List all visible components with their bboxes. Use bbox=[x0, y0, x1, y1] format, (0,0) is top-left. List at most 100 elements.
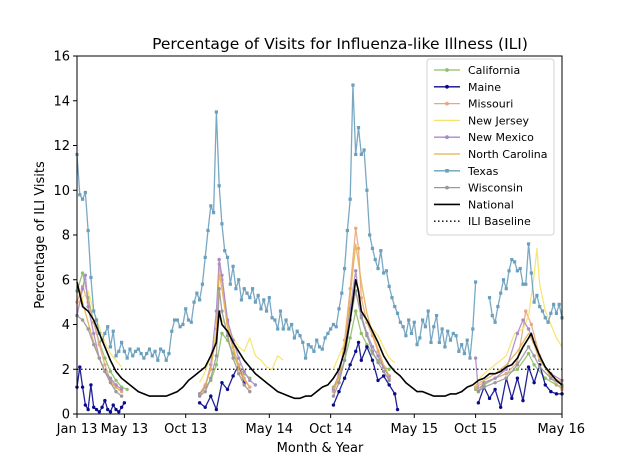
point-wisconsin bbox=[248, 389, 252, 394]
legend-label-maine: Maine bbox=[468, 81, 501, 94]
point-texas bbox=[504, 287, 508, 291]
x-tick-label: Oct 13 bbox=[164, 422, 207, 437]
point-new-mexico bbox=[526, 327, 531, 331]
point-texas bbox=[267, 296, 271, 300]
point-wisconsin bbox=[359, 316, 364, 320]
point-maine bbox=[356, 340, 361, 345]
point-texas bbox=[320, 347, 324, 351]
point-maine bbox=[117, 410, 121, 414]
point-texas bbox=[348, 197, 352, 201]
point-texas bbox=[443, 345, 447, 349]
point-maine bbox=[348, 363, 352, 367]
point-texas bbox=[535, 293, 539, 298]
point-texas bbox=[437, 340, 441, 344]
point-texas bbox=[510, 258, 514, 262]
axes: 0 2 4 6 8 10 12 14 16 Jan 13 May 13 Oct 13 May 14 Oct… bbox=[53, 50, 585, 438]
point-texas bbox=[446, 329, 450, 333]
point-texas bbox=[496, 305, 500, 309]
point-texas bbox=[287, 327, 291, 331]
point-texas bbox=[398, 320, 402, 324]
y-tick-label: 6 bbox=[62, 273, 70, 288]
point-new-mexico bbox=[248, 378, 252, 383]
point-wisconsin bbox=[549, 376, 553, 380]
point-wisconsin bbox=[209, 376, 213, 380]
point-texas bbox=[345, 228, 349, 233]
point-maine bbox=[476, 401, 481, 405]
point-texas bbox=[362, 148, 366, 152]
point-wisconsin bbox=[526, 345, 531, 349]
point-texas bbox=[390, 296, 394, 300]
point-new-mexico bbox=[515, 331, 520, 336]
point-texas bbox=[460, 343, 464, 347]
point-texas bbox=[387, 284, 391, 289]
point-texas bbox=[195, 291, 199, 295]
point-texas bbox=[181, 322, 185, 327]
point-texas bbox=[526, 242, 531, 246]
point-texas bbox=[145, 351, 149, 356]
point-texas bbox=[401, 325, 405, 329]
point-maine bbox=[100, 405, 104, 409]
point-new-mexico bbox=[220, 273, 224, 277]
point-wisconsin bbox=[119, 394, 124, 398]
point-maine bbox=[376, 378, 380, 383]
series-layer bbox=[75, 83, 564, 414]
point-texas bbox=[501, 278, 506, 282]
point-wisconsin bbox=[97, 356, 101, 360]
point-texas bbox=[153, 349, 157, 353]
point-texas bbox=[270, 316, 274, 320]
point-maine bbox=[493, 387, 497, 392]
point-california bbox=[348, 336, 352, 340]
point-texas bbox=[298, 334, 302, 338]
point-new-mexico bbox=[354, 269, 358, 273]
point-texas bbox=[295, 329, 299, 333]
point-texas bbox=[242, 287, 246, 291]
point-texas bbox=[108, 345, 113, 349]
point-maine bbox=[203, 405, 207, 409]
point-texas bbox=[465, 338, 469, 342]
point-texas bbox=[139, 351, 143, 356]
point-texas bbox=[150, 354, 154, 358]
legend-label-california: California bbox=[468, 64, 520, 77]
point-new-mexico bbox=[217, 257, 221, 262]
y-tick-label: 16 bbox=[53, 50, 70, 65]
series-line-new-mexico bbox=[76, 274, 123, 390]
point-maine bbox=[554, 392, 559, 396]
point-texas bbox=[284, 318, 288, 322]
point-new-mexico bbox=[236, 356, 241, 360]
point-maine bbox=[359, 358, 364, 362]
point-texas bbox=[119, 340, 124, 344]
point-texas bbox=[429, 340, 433, 344]
point-texas bbox=[122, 349, 126, 353]
point-texas bbox=[78, 193, 82, 197]
series-maine bbox=[75, 340, 564, 414]
point-maine bbox=[80, 385, 85, 389]
x-tick-label: May 13 bbox=[101, 422, 149, 437]
point-texas bbox=[409, 331, 414, 336]
point-texas bbox=[440, 327, 444, 331]
point-new-mexico bbox=[521, 318, 525, 322]
point-maine bbox=[549, 389, 553, 394]
point-texas bbox=[83, 190, 87, 195]
point-texas bbox=[532, 300, 536, 304]
point-maine bbox=[395, 407, 400, 412]
point-new-mexico bbox=[80, 287, 85, 291]
y-tick-label: 8 bbox=[62, 229, 70, 244]
y-tick-label: 10 bbox=[53, 184, 70, 199]
x-tick-label: May 14 bbox=[246, 422, 294, 437]
point-texas bbox=[370, 246, 375, 251]
point-new-mexico bbox=[493, 376, 497, 380]
point-texas bbox=[379, 249, 383, 253]
point-maine bbox=[122, 401, 127, 405]
point-texas bbox=[133, 349, 138, 353]
point-texas bbox=[156, 358, 160, 362]
point-texas bbox=[128, 347, 132, 351]
point-texas bbox=[356, 126, 361, 130]
point-maine bbox=[89, 383, 93, 387]
point-texas bbox=[382, 271, 386, 275]
point-wisconsin bbox=[331, 394, 336, 398]
point-texas bbox=[331, 322, 336, 327]
point-texas bbox=[351, 83, 355, 87]
point-missouri bbox=[524, 309, 528, 313]
series-line-wisconsin bbox=[477, 346, 563, 393]
